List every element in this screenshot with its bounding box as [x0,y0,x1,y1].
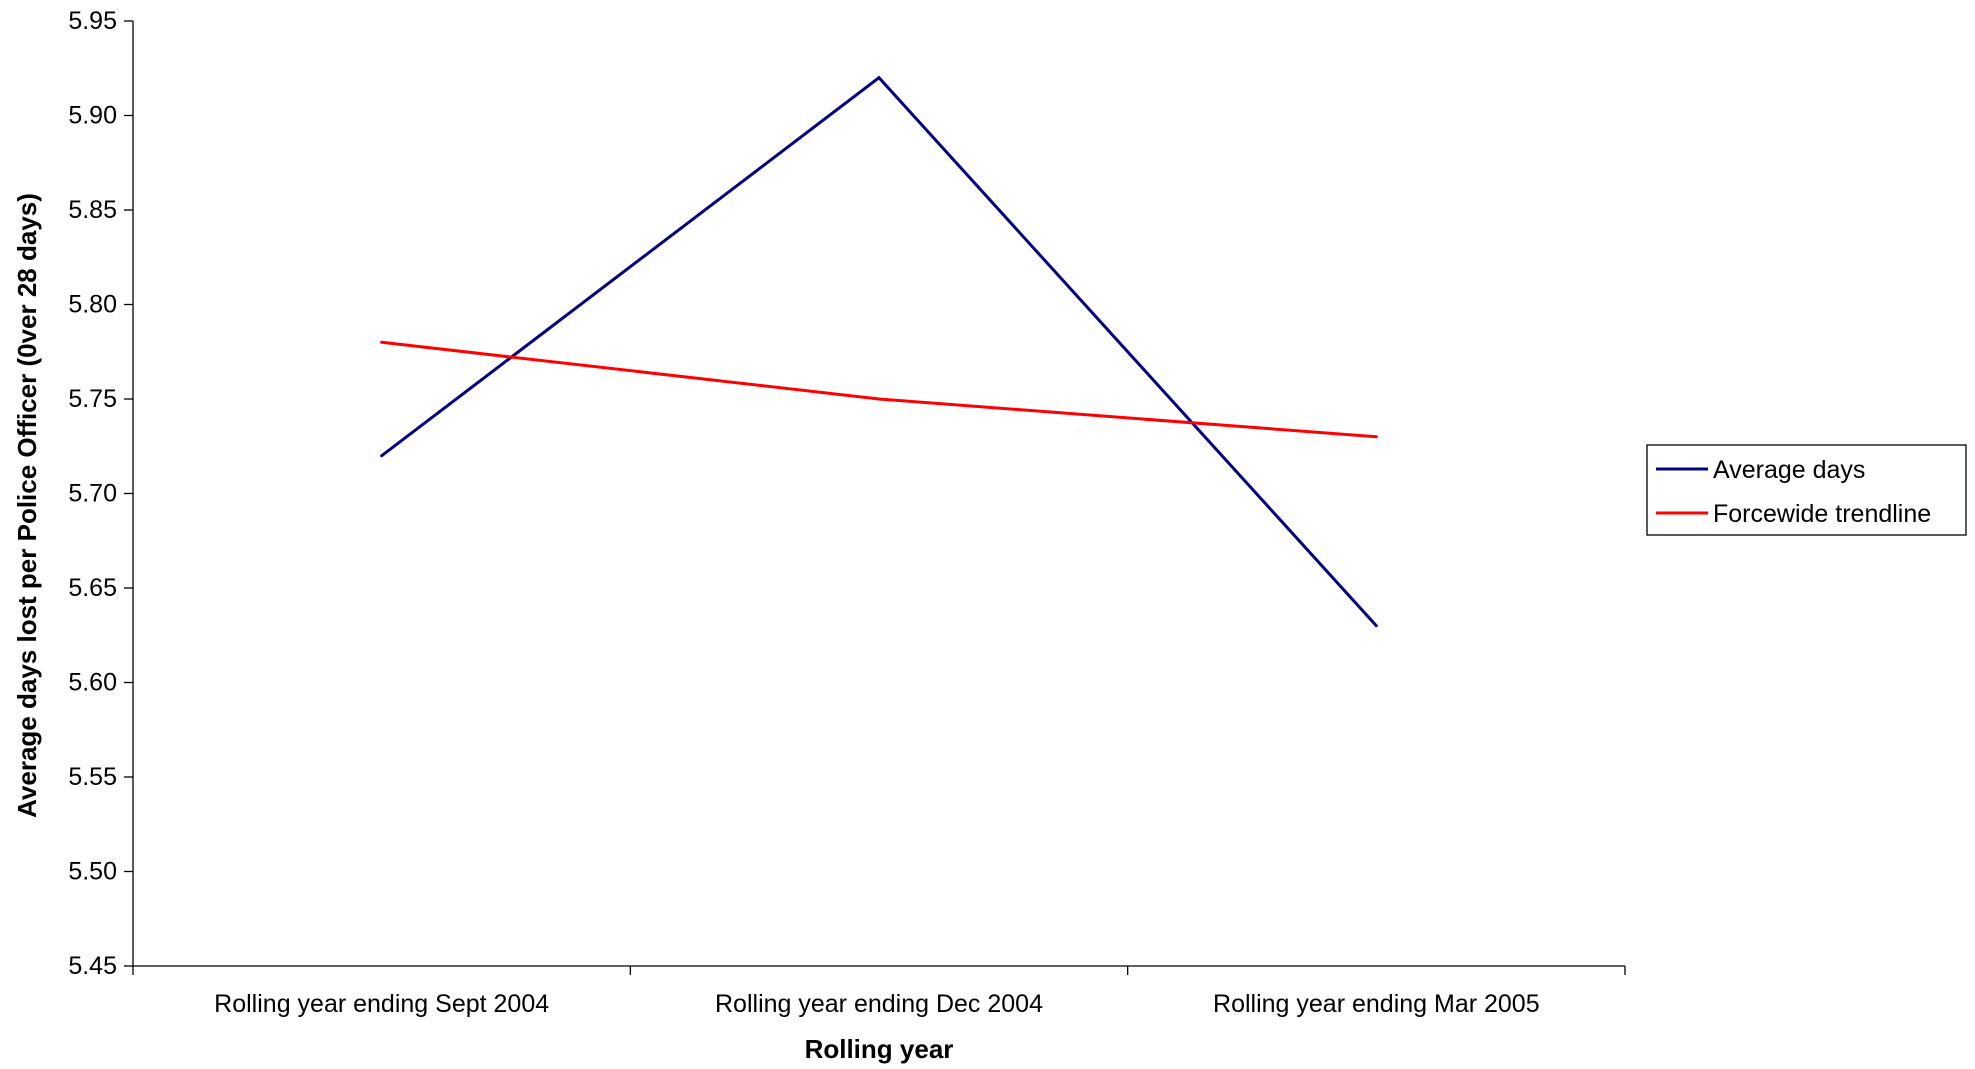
legend-entry-average-days: Average days [1656,456,1865,484]
x-axis-title: Rolling year [805,1034,954,1064]
y-tick-label: 5.55 [68,763,117,791]
legend-box [1646,444,1967,536]
y-tick-label: 5.75 [68,385,117,413]
data-point-average-days [1374,624,1378,628]
y-axis-title: Average days lost per Police Officer (0v… [12,193,42,818]
plot-area: 5.45 5.50 5.55 5.60 5.65 5.70 5.75 5.80 5.85 5.90… [68,7,1626,1018]
y-tick-label: 5.70 [68,480,117,508]
y-tick-label: 5.45 [68,952,117,980]
y-tick-label: 5.85 [68,196,117,224]
y-tick-label: 5.50 [68,858,117,886]
data-point-average-days [877,76,881,80]
series-lines [380,75,1378,628]
x-tick-label-rolling-year-ending-sept-2004: Rolling year ending Sept 2004 [214,990,549,1018]
y-tick-label: 5.95 [68,7,117,35]
y-tick-label: 5.60 [68,669,117,697]
x-tick-label-rolling-year-ending-dec-2004: Rolling year ending Dec 2004 [715,990,1043,1018]
data-point-average-days [380,454,384,458]
y-tick-label: 5.80 [68,291,117,319]
series-line-forcewide-trendline [381,340,1377,439]
series-line-average-days [380,75,1378,627]
y-axis-ticks: 5.45 5.50 5.55 5.60 5.65 5.70 5.75 5.80 5.85 5.90… [68,7,133,980]
legend-entry-forcewide-trendline: Forcewide trendline [1656,500,1931,528]
data-point-forcewide-trendline [877,397,881,401]
x-tick-label-rolling-year-ending-mar-2005: Rolling year ending Mar 2005 [1213,990,1540,1018]
data-point-forcewide-trendline [1374,435,1378,439]
legend-label-average-days: Average days [1713,456,1865,484]
data-point-forcewide-trendline [380,340,384,344]
legend: Average days Forcewide trendline [1646,444,1967,536]
legend-label-forcewide-trendline: Forcewide trendline [1713,500,1931,528]
y-tick-label: 5.90 [68,102,117,130]
x-axis-ticks: Rolling year ending Sept 2004 Rolling yea… [132,966,1626,1018]
y-tick-label: 5.65 [68,574,117,602]
